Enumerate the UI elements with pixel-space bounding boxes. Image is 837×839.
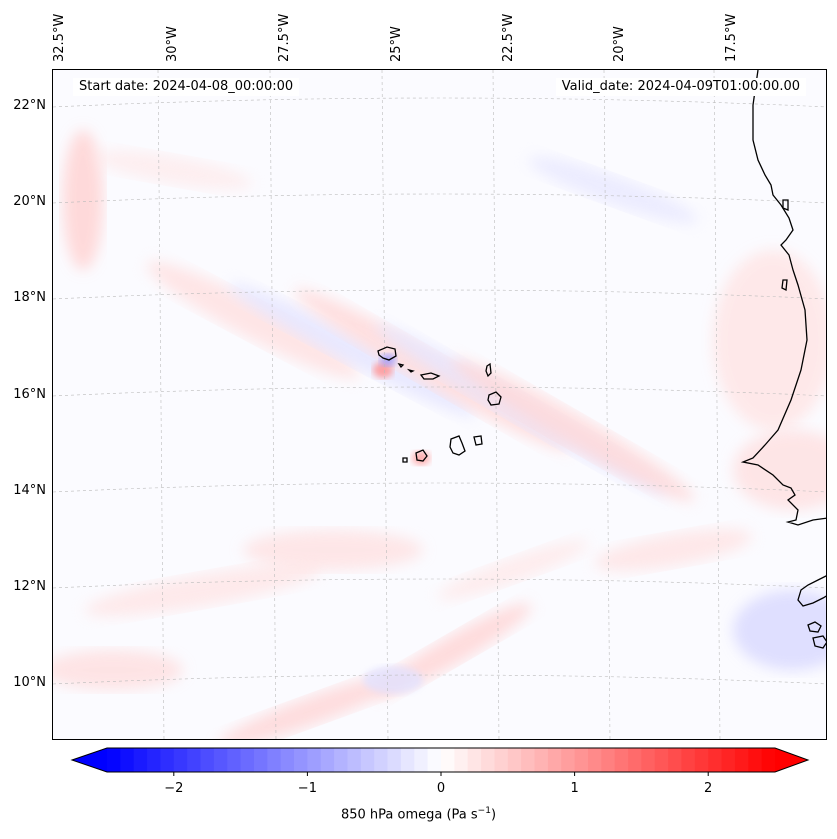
coastlines: [377, 70, 826, 649]
lon-tick-label: 25°W: [389, 26, 404, 62]
lon-tick-label: 27.5°W: [277, 13, 292, 62]
lon-tick-label: 20°W: [612, 26, 627, 62]
colorbar-band: [160, 748, 175, 772]
colorbar: [70, 747, 810, 776]
colorbar-band: [307, 748, 322, 772]
lat-tick-label: 22°N: [13, 98, 46, 113]
colorbar-tick-label: 1: [570, 781, 579, 796]
colorbar-band: [107, 748, 121, 772]
colorbar-band: [641, 748, 656, 772]
colorbar-band: [761, 748, 776, 772]
lat-tick-label: 16°N: [13, 387, 46, 402]
colorbar-band: [427, 748, 442, 772]
colorbar-band: [668, 748, 683, 772]
colorbar-extend-low: [72, 748, 107, 772]
lat-tick-label: 14°N: [13, 483, 46, 498]
colorbar-band: [708, 748, 723, 772]
colorbar-band: [374, 748, 389, 772]
colorbar-band: [628, 748, 642, 772]
lat-tick-label: 10°N: [13, 675, 46, 690]
colorbar-band: [294, 748, 308, 772]
lat-tick-label: 12°N: [13, 579, 46, 594]
colorbar-band: [574, 748, 589, 772]
start-date-label: Start date: 2024-04-08_00:00:00: [73, 78, 300, 96]
colorbar-band: [200, 748, 215, 772]
lon-tick-label: 17.5°W: [724, 13, 739, 62]
colorbar-band: [467, 748, 482, 772]
map-gridlines: [53, 70, 826, 739]
map-panel: Start date: 2024-04-08_00:00:00 Valid_da…: [52, 69, 827, 740]
colorbar-band: [587, 748, 602, 772]
colorbar-band: [347, 748, 362, 772]
colorbar-band: [734, 748, 749, 772]
colorbar-band: [654, 748, 669, 772]
valid-date-label: Valid_date: 2024-04-09T01:00:00.00: [555, 78, 806, 96]
colorbar-band: [454, 748, 469, 772]
colorbar-band: [521, 748, 536, 772]
colorbar-tick-label: 2: [704, 781, 713, 796]
colorbar-band: [320, 748, 335, 772]
lat-tick-label: 18°N: [13, 290, 46, 305]
colorbar-band: [253, 748, 268, 772]
colorbar-band: [748, 748, 763, 772]
colorbar-band: [334, 748, 349, 772]
lon-tick-label: 22.5°W: [501, 13, 516, 62]
colorbar-band: [441, 748, 455, 772]
colorbar-extend-high: [775, 748, 808, 772]
lat-tick-label: 20°N: [13, 194, 46, 209]
colorbar-label: 850 hPa omega (Pa s−1): [340, 806, 497, 823]
omega-field-map: [53, 70, 826, 739]
colorbar-tick-label: 0: [436, 781, 446, 796]
colorbar-band: [547, 748, 562, 772]
colorbar-band: [681, 748, 696, 772]
colorbar-band: [280, 748, 295, 772]
colorbar-tick-label: −2: [164, 781, 184, 796]
colorbar-band: [360, 748, 375, 772]
colorbar-band: [147, 748, 162, 772]
colorbar-band: [481, 748, 496, 772]
colorbar-band: [414, 748, 429, 772]
colorbar-band: [601, 748, 616, 772]
colorbar-band: [721, 748, 736, 772]
colorbar-band: [694, 748, 709, 772]
colorbar-band: [120, 748, 135, 772]
colorbar-band: [267, 748, 282, 772]
colorbar-band: [187, 748, 202, 772]
colorbar-band: [133, 748, 148, 772]
colorbar-tick-label: −1: [297, 781, 317, 796]
lon-tick-label: 30°W: [165, 26, 180, 62]
colorbar-band: [494, 748, 509, 772]
colorbar-band: [213, 748, 228, 772]
colorbar-band: [227, 748, 242, 772]
colorbar-band: [561, 748, 576, 772]
colorbar-band: [387, 748, 402, 772]
colorbar-band: [534, 748, 549, 772]
colorbar-band: [240, 748, 255, 772]
colorbar-band: [614, 748, 629, 772]
omega-contour-field: [53, 70, 826, 739]
colorbar-band: [400, 748, 415, 772]
colorbar-band: [173, 748, 188, 772]
lon-tick-label: 32.5°W: [52, 13, 67, 62]
colorbar-band: [507, 748, 522, 772]
